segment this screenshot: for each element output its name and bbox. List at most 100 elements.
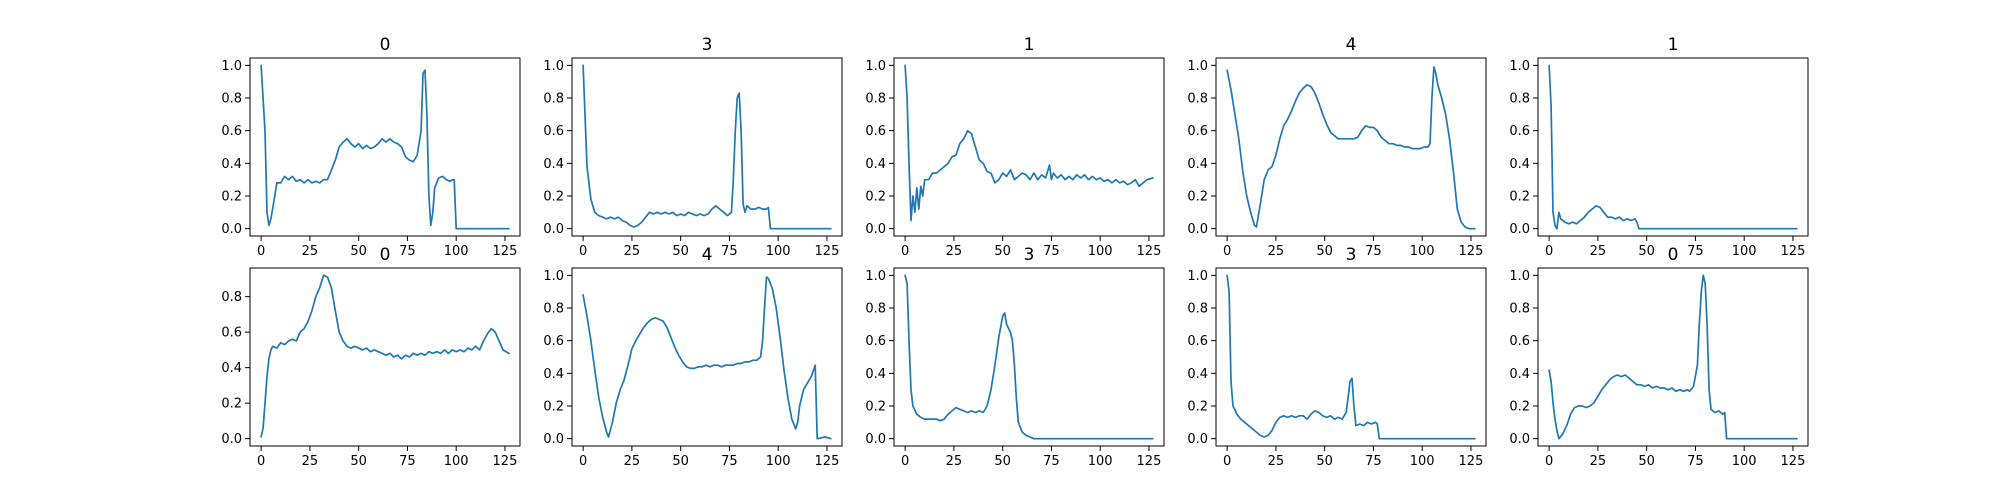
- y-tick-label: 0.4: [1187, 367, 1208, 382]
- x-tick-label: 125: [1459, 454, 1484, 469]
- x-tick-label: 100: [1088, 244, 1113, 259]
- series-line: [1226, 66, 1476, 230]
- x-tick-label: 100: [1732, 244, 1757, 259]
- x-tick-label: 75: [721, 244, 738, 259]
- x-tick-label: 125: [493, 454, 518, 469]
- panel-title: 4: [1346, 35, 1357, 55]
- axes-frame: [571, 57, 843, 237]
- x-tick-label: 0: [579, 454, 587, 469]
- y-tick-label: 0.0: [1509, 222, 1530, 237]
- y-tick-label: 0.2: [865, 399, 886, 414]
- y-tick-label: 0.8: [1509, 302, 1530, 317]
- x-tick-label: 0: [901, 454, 909, 469]
- x-tick-label: 75: [399, 244, 416, 259]
- y-tick-label: 0.6: [865, 334, 886, 349]
- axes-frame: [249, 57, 521, 237]
- y-tick-label: 0.6: [543, 334, 564, 349]
- y-tick-label: 0.4: [543, 367, 564, 382]
- axes-frame: [893, 267, 1165, 447]
- x-tick-label: 50: [1316, 244, 1333, 259]
- panel-title: 4: [702, 245, 713, 265]
- x-tick-label: 75: [1365, 454, 1382, 469]
- axes-frame: [1537, 267, 1809, 447]
- x-tick-label: 25: [302, 454, 319, 469]
- y-tick-label: 0.6: [221, 124, 242, 139]
- series-line: [1548, 64, 1798, 230]
- x-tick-label: 75: [1687, 454, 1704, 469]
- y-tick-label: 0.6: [865, 124, 886, 139]
- chart-panel-8: 3 0 25 50 75 100 125 0.0 0.2 0.4 0.6 0.8 1.0: [865, 245, 1165, 469]
- axes-frame: [1215, 267, 1487, 447]
- y-tick-label: 1.0: [543, 59, 564, 74]
- y-tick-label: 0.6: [1509, 334, 1530, 349]
- x-tick-label: 25: [946, 244, 963, 259]
- series-line: [904, 274, 1154, 440]
- y-tick-label: 0.4: [865, 157, 886, 172]
- x-tick-label: 125: [1781, 244, 1806, 259]
- y-tick-label: 0.2: [1509, 399, 1530, 414]
- x-tick-label: 25: [624, 454, 641, 469]
- y-tick-label: 0.8: [865, 92, 886, 107]
- panel-title: 1: [1024, 35, 1035, 55]
- x-tick-label: 125: [815, 454, 840, 469]
- x-tick-label: 25: [1268, 454, 1285, 469]
- x-tick-label: 0: [257, 244, 265, 259]
- x-tick-label: 75: [1043, 244, 1060, 259]
- y-tick-label: 0.4: [543, 157, 564, 172]
- y-tick-label: 0.4: [865, 367, 886, 382]
- y-tick-label: 0.6: [1509, 124, 1530, 139]
- y-tick-label: 0.6: [543, 124, 564, 139]
- x-tick-label: 100: [444, 244, 469, 259]
- y-tick-label: 0.8: [543, 302, 564, 317]
- axes-frame: [893, 57, 1165, 237]
- x-tick-label: 125: [1137, 454, 1162, 469]
- panel-title: 3: [1346, 245, 1357, 265]
- y-tick-label: 0.8: [221, 92, 242, 107]
- x-tick-label: 50: [672, 454, 689, 469]
- x-tick-label: 100: [1410, 244, 1435, 259]
- panel-title: 0: [380, 245, 391, 265]
- x-tick-label: 50: [1316, 454, 1333, 469]
- x-tick-label: 75: [1687, 244, 1704, 259]
- y-tick-label: 0.0: [1509, 432, 1530, 447]
- chart-panel-6: 0 0 25 50 75 100 125 0.0 0.2 0.4 0.6 0.8: [221, 245, 521, 469]
- chart-panel-7: 4 0 25 50 75 100 125 0.0 0.2 0.4 0.6 0.8 1.0: [543, 245, 843, 469]
- chart-panel-10: 0 0 25 50 75 100 125 0.0 0.2 0.4 0.6 0.8 1.0: [1509, 245, 1809, 469]
- x-tick-label: 75: [721, 454, 738, 469]
- axes-frame: [1215, 57, 1487, 237]
- x-tick-label: 0: [901, 244, 909, 259]
- series-line: [1548, 274, 1798, 440]
- y-tick-label: 0.0: [543, 222, 564, 237]
- y-tick-label: 1.0: [1187, 59, 1208, 74]
- chart-panel-1: 0 0 25 50 75 100 125 0.0 0.2 0.4 0.6 0.8 1.0: [221, 35, 521, 259]
- y-tick-label: 1.0: [865, 59, 886, 74]
- panel-title: 3: [702, 35, 713, 55]
- x-tick-label: 75: [1365, 244, 1382, 259]
- panel-title: 3: [1024, 245, 1035, 265]
- chart-panel-5: 1 0 25 50 75 100 125 0.0 0.2 0.4 0.6 0.8 1.0: [1509, 35, 1809, 259]
- axes-frame: [1537, 57, 1809, 237]
- x-tick-label: 125: [493, 244, 518, 259]
- x-tick-label: 0: [1545, 454, 1553, 469]
- series-line: [260, 64, 510, 230]
- y-tick-label: 0.6: [221, 326, 242, 341]
- y-tick-label: 0.8: [221, 290, 242, 305]
- x-tick-label: 25: [624, 244, 641, 259]
- chart-panel-4: 4 0 25 50 75 100 125 0.0 0.2 0.4 0.6 0.8 1.0: [1187, 35, 1487, 259]
- x-tick-label: 25: [1590, 244, 1607, 259]
- x-tick-label: 25: [1268, 244, 1285, 259]
- y-tick-label: 0.0: [221, 432, 242, 447]
- y-tick-label: 0.0: [221, 222, 242, 237]
- x-tick-label: 125: [1137, 244, 1162, 259]
- panel-title: 0: [380, 35, 391, 55]
- x-tick-label: 75: [399, 454, 416, 469]
- x-tick-label: 0: [579, 244, 587, 259]
- x-tick-label: 50: [1638, 244, 1655, 259]
- x-tick-label: 75: [1043, 454, 1060, 469]
- y-tick-label: 0.8: [865, 302, 886, 317]
- y-tick-label: 0.4: [1509, 367, 1530, 382]
- x-tick-label: 125: [815, 244, 840, 259]
- y-tick-label: 0.8: [1187, 302, 1208, 317]
- series-line: [582, 276, 832, 440]
